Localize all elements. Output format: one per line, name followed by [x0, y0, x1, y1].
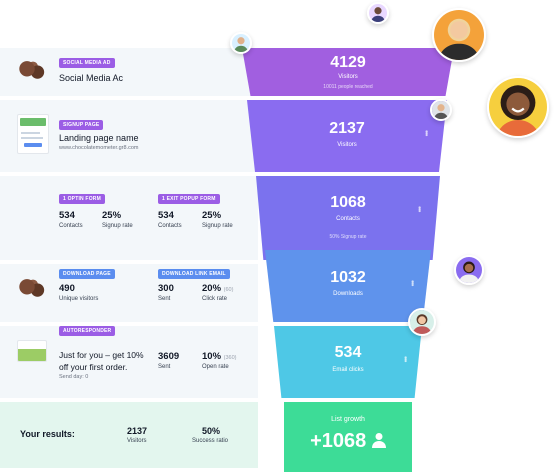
more-vertical-icon[interactable]: ••• — [422, 130, 431, 136]
stage-label: Email clicks — [332, 367, 364, 373]
popup-contacts-label: Contacts — [158, 223, 182, 229]
autoresponder-title-2: off your first order. — [59, 362, 128, 372]
funnel-row-landing-page[interactable]: SIGNUP PAGE Landing page name www.chocol… — [0, 100, 258, 172]
more-vertical-icon[interactable]: ••• — [401, 356, 410, 362]
stage-value: 1032 — [330, 269, 366, 286]
stage-note: 10011 people reached — [323, 84, 373, 90]
click-rate-label: Click rate — [202, 296, 228, 302]
unique-visitors-label: Unique visitors — [59, 296, 99, 302]
landing-page-url[interactable]: www.chocolatemometer.gr8.com — [59, 145, 139, 151]
list-growth-label: List growth — [331, 416, 365, 423]
email-sent-value: 3609 — [158, 351, 180, 362]
avatar — [487, 76, 549, 138]
funnel-stage-contacts[interactable]: 1068 Contacts 50% Signup rate ••• — [256, 176, 440, 260]
social-ad-tag: SOCIAL MEDIA AD — [59, 58, 115, 68]
download-sent-label: Sent — [158, 296, 171, 302]
funnel-row-download[interactable]: DOWNLOAD PAGE DOWNLOAD LINK EMAIL 490 Un… — [0, 264, 258, 322]
results-visitors-value: 2137 — [127, 426, 148, 436]
autoresponder-tag: AUTORESPONDER — [59, 326, 116, 336]
popup-signup-value: 25% — [202, 210, 222, 221]
stage-label: Downloads — [333, 291, 363, 297]
avatar — [430, 99, 452, 121]
send-day: Send day: 0 — [59, 374, 89, 380]
social-ad-title: Social Media Ac — [59, 73, 124, 83]
funnel-row-optin-forms[interactable]: 1 OPTIN FORM 1 EXIT POPUP FORM 534 Conta… — [0, 176, 258, 260]
results-row: Your results: 2137 Visitors 50% Success … — [0, 402, 258, 468]
list-growth-box: List growth +1068 — [284, 402, 412, 472]
popup-signup-label: Signup rate — [202, 223, 233, 229]
popup-contacts-value: 534 — [158, 210, 174, 221]
landing-page-thumbnail — [17, 114, 49, 154]
avatar — [432, 8, 486, 62]
stage-value: 1068 — [330, 194, 366, 211]
funnel-stage-downloads[interactable]: 1032 Downloads ••• — [265, 250, 431, 322]
email-sent-label: Sent — [158, 364, 171, 370]
stage-value: 4129 — [330, 54, 366, 71]
open-rate-value: 10% (360) — [202, 351, 237, 362]
open-rate-label: Open rate — [202, 364, 229, 370]
stage-value: 534 — [334, 344, 362, 361]
landing-page-tag: SIGNUP PAGE — [59, 120, 104, 130]
chocolate-thumbnail — [18, 278, 48, 300]
exit-popup-tag: 1 EXIT POPUP FORM — [158, 194, 220, 204]
stage-value: 2137 — [329, 120, 365, 137]
user-icon — [371, 433, 386, 448]
landing-page-title: Landing page name — [59, 133, 139, 143]
avatar — [367, 2, 389, 24]
results-label: Your results: — [20, 429, 75, 439]
stage-note: 50% Signup rate — [329, 234, 367, 240]
autoresponder-title-1: Just for you – get 10% — [59, 350, 144, 360]
avatar — [454, 255, 484, 285]
click-rate-value: 20% (60) — [202, 283, 234, 294]
funnel-stage-email-clicks[interactable]: 534 Email clicks ••• — [274, 326, 422, 398]
optin-contacts-value: 534 — [59, 210, 75, 221]
results-success-value: 50% — [202, 426, 221, 436]
optin-signup-label: Signup rate — [102, 223, 133, 229]
stage-label: Visitors — [337, 142, 357, 148]
stage-label: Visitors — [338, 74, 358, 80]
optin-contacts-label: Contacts — [59, 223, 83, 229]
funnel-row-social-ad[interactable]: SOCIAL MEDIA AD Social Media Ac — [0, 48, 258, 96]
stage-label: Contacts — [336, 216, 360, 222]
avatar — [230, 32, 252, 54]
results-success-label: Success ratio — [192, 438, 229, 444]
funnel-stage-landing-visitors[interactable]: 2137 Visitors ••• — [247, 100, 447, 172]
avatar — [408, 308, 436, 336]
funnel-row-autoresponder[interactable]: AUTORESPONDER Just for you – get 10% off… — [0, 326, 258, 398]
email-thumbnail — [17, 340, 47, 362]
more-vertical-icon[interactable]: ••• — [408, 280, 417, 286]
unique-visitors-value: 490 — [59, 283, 75, 294]
optin-signup-value: 25% — [102, 210, 122, 221]
download-email-tag: DOWNLOAD LINK EMAIL — [158, 269, 230, 279]
optin-form-tag: 1 OPTIN FORM — [59, 194, 105, 204]
more-vertical-icon[interactable]: ••• — [415, 206, 424, 212]
funnel-stage-visitors[interactable]: 4129 Visitors 10011 people reached — [242, 48, 454, 96]
chocolate-thumbnail — [18, 60, 48, 82]
download-sent-value: 300 — [158, 283, 174, 294]
results-visitors-label: Visitors — [127, 438, 147, 444]
download-page-tag: DOWNLOAD PAGE — [59, 269, 115, 279]
list-growth-value: +1068 — [284, 430, 412, 453]
